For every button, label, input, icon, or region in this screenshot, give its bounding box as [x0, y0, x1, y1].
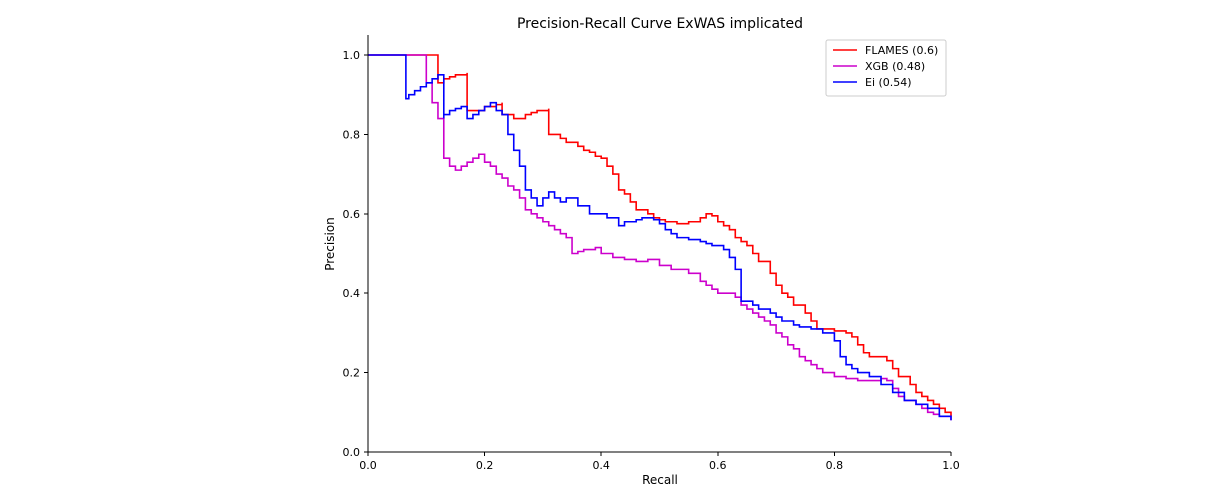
- y-tick-label: 0.4: [343, 287, 361, 300]
- y-tick-label: 0.0: [343, 446, 361, 459]
- x-tick-label: 0.0: [359, 459, 377, 472]
- legend: FLAMES (0.6) XGB (0.48) Ei (0.54): [825, 39, 947, 97]
- y-tick-label: 0.6: [343, 208, 361, 221]
- x-tick-label: 1.0: [942, 459, 960, 472]
- y-axis-ticks: 0.0 0.2 0.4 0.6 0.8 1.0: [343, 49, 368, 459]
- series-line-1: [368, 54, 952, 417]
- legend-label: XGB (0.48): [865, 60, 925, 73]
- x-axis-ticks: 0.0 0.2 0.4 0.6 0.8 1.0: [359, 452, 960, 472]
- chart-title: Precision-Recall Curve ExWAS implicated: [517, 16, 803, 32]
- series-line-3: [368, 54, 952, 421]
- legend-label: FLAMES (0.6): [865, 44, 938, 57]
- x-tick-label: 0.4: [592, 459, 610, 472]
- x-tick-label: 0.2: [476, 459, 494, 472]
- x-tick-label: 0.8: [826, 459, 844, 472]
- y-tick-label: 0.2: [343, 367, 361, 380]
- legend-label: Ei (0.54): [865, 76, 912, 89]
- series-line-2: [368, 54, 952, 421]
- y-tick-label: 1.0: [343, 49, 361, 62]
- x-tick-label: 0.6: [709, 459, 727, 472]
- y-tick-label: 0.8: [343, 128, 361, 141]
- plot-area: [368, 54, 952, 421]
- x-axis-label: Recall: [642, 473, 678, 487]
- y-axis-label: Precision: [323, 217, 337, 271]
